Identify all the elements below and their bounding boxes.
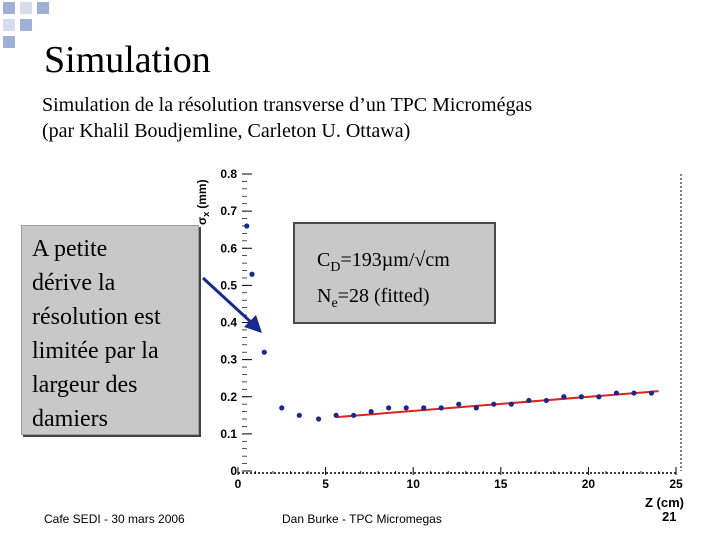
y-axis-label-sub: x — [201, 212, 211, 217]
y-tick-label: 0.3 — [220, 353, 237, 367]
data-point — [249, 271, 255, 277]
data-point — [315, 416, 322, 422]
note-box: A petite dérive la résolution est limitée p… — [21, 225, 199, 435]
note-text: A petite dérive la résolution est limitée p… — [22, 226, 198, 436]
data-point — [473, 405, 479, 411]
x-tick-label: 15 — [494, 477, 508, 491]
x-tick-label: 10 — [407, 477, 421, 491]
y-tick-label: 0.1 — [220, 427, 237, 441]
y-axis-label-base: σ — [195, 217, 209, 225]
slide-subtitle: Simulation de la résolution transverse d… — [42, 92, 532, 144]
y-axis-label: σx (mm) — [195, 179, 211, 225]
data-point — [508, 401, 514, 407]
note-line: limitée par la — [32, 338, 159, 364]
deco-square — [37, 2, 49, 14]
data-point — [543, 397, 549, 404]
fit-ne-sub: e — [331, 296, 338, 311]
data-point — [578, 394, 584, 400]
fit-cd-sub: D — [330, 260, 341, 275]
subtitle-line: (par Khalil Boudjemline, Carleton U. Ott… — [42, 120, 411, 142]
fit-cd-value: =193µm/√cm — [340, 249, 450, 271]
fit-ne-value: =28 (fitted) — [337, 285, 430, 307]
y-tick-label: 0 — [230, 464, 237, 478]
note-line: A petite — [32, 236, 108, 262]
data-point — [296, 412, 302, 418]
data-point — [561, 394, 567, 400]
deco-square — [3, 19, 15, 31]
note-line: dérive la — [32, 270, 116, 296]
chart-axes — [238, 174, 682, 474]
fit-line-group — [336, 390, 659, 419]
x-tick-label: 5 — [322, 477, 329, 491]
x-tick-label: 20 — [582, 477, 596, 491]
y-tick-label: 0.6 — [220, 241, 237, 255]
note-line: damiers — [32, 406, 108, 432]
data-point — [526, 397, 532, 404]
subtitle-line: Simulation de la résolution transverse d… — [42, 94, 533, 116]
decorative-squares — [3, 2, 49, 48]
x-tick-label: 0 — [235, 477, 242, 491]
deco-square — [20, 2, 32, 14]
data-point — [613, 390, 620, 396]
y-axis-label-unit: (mm) — [195, 179, 209, 208]
data-point — [261, 349, 267, 355]
y-tick-label: 0.5 — [220, 278, 237, 292]
data-point — [279, 405, 285, 411]
data-point — [648, 390, 655, 396]
slide-title: Simulation — [44, 39, 211, 81]
deco-square — [20, 19, 32, 31]
y-tick-label: 0.8 — [220, 167, 237, 181]
data-point — [333, 412, 339, 418]
x-axis-label: Z (cm) — [645, 495, 684, 510]
data-point — [456, 401, 462, 407]
footer-left: Cafe SEDI - 30 mars 2006 — [44, 512, 185, 526]
data-point — [351, 412, 357, 418]
data-point — [403, 405, 409, 411]
x-tick-label: 25 — [669, 477, 683, 491]
note-line: résolution est — [32, 304, 161, 330]
y-tick-label: 0.2 — [220, 390, 237, 404]
footer-center: Dan Burke - TPC Micromegas — [282, 512, 442, 526]
note-line: largeur des — [32, 372, 138, 398]
deco-square — [3, 36, 15, 48]
deco-square — [3, 2, 15, 14]
y-tick-label: 0.4 — [220, 316, 237, 330]
fit-cd-base: C — [317, 249, 331, 271]
fit-cd-line: CD=193µm/√cm — [317, 246, 494, 282]
fit-parameters-box: CD=193µm/√cm Ne=28 (fitted) — [293, 222, 496, 324]
arrow-head — [244, 315, 262, 333]
data-point — [386, 405, 392, 411]
data-point — [491, 401, 497, 407]
chart-ticks: 0 5 10 15 20 25 0 0.1 0.2 0.3 0.4 0.5 0.6 0.7 0.8 — [220, 167, 683, 491]
data-points — [244, 223, 655, 422]
data-point — [244, 223, 250, 229]
data-point — [368, 409, 374, 415]
data-point — [421, 405, 427, 411]
arrow-line — [201, 276, 255, 326]
data-point — [596, 394, 602, 400]
fit-line — [336, 390, 659, 419]
fit-ne-base: N — [317, 285, 332, 307]
fit-ne-line: Ne=28 (fitted) — [317, 282, 494, 318]
data-point — [438, 405, 444, 411]
page-number: 21 — [662, 509, 677, 524]
y-tick-label: 0.7 — [220, 204, 237, 218]
data-point — [631, 390, 637, 396]
